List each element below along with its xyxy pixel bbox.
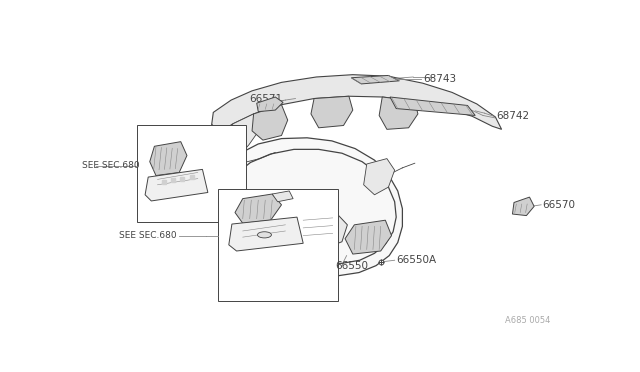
Polygon shape <box>257 97 283 112</box>
Polygon shape <box>233 114 260 156</box>
Polygon shape <box>351 76 399 84</box>
Text: 68742: 68742 <box>496 111 529 121</box>
Bar <box>218 189 338 301</box>
Polygon shape <box>390 97 476 115</box>
Text: 66550A: 66550A <box>396 255 436 265</box>
Polygon shape <box>272 191 293 202</box>
Polygon shape <box>235 194 282 223</box>
Text: SEE SEC.680: SEE SEC.680 <box>83 161 140 170</box>
Polygon shape <box>150 142 187 176</box>
Text: 66550: 66550 <box>336 262 369 272</box>
Polygon shape <box>212 124 403 276</box>
Text: SEE SEC.680: SEE SEC.680 <box>119 231 177 240</box>
Polygon shape <box>291 212 348 249</box>
Polygon shape <box>145 169 208 201</box>
Polygon shape <box>513 197 534 216</box>
Bar <box>138 125 246 222</box>
Polygon shape <box>379 97 418 129</box>
Text: 66571: 66571 <box>249 93 282 103</box>
Ellipse shape <box>257 232 271 238</box>
Text: A685 0054: A685 0054 <box>505 316 550 325</box>
Polygon shape <box>345 220 392 254</box>
Polygon shape <box>311 96 353 128</box>
Polygon shape <box>212 75 502 134</box>
Polygon shape <box>229 217 303 251</box>
Text: 68743: 68743 <box>423 74 456 84</box>
Polygon shape <box>364 158 395 195</box>
Polygon shape <box>252 105 288 140</box>
Text: 66570: 66570 <box>543 200 575 210</box>
